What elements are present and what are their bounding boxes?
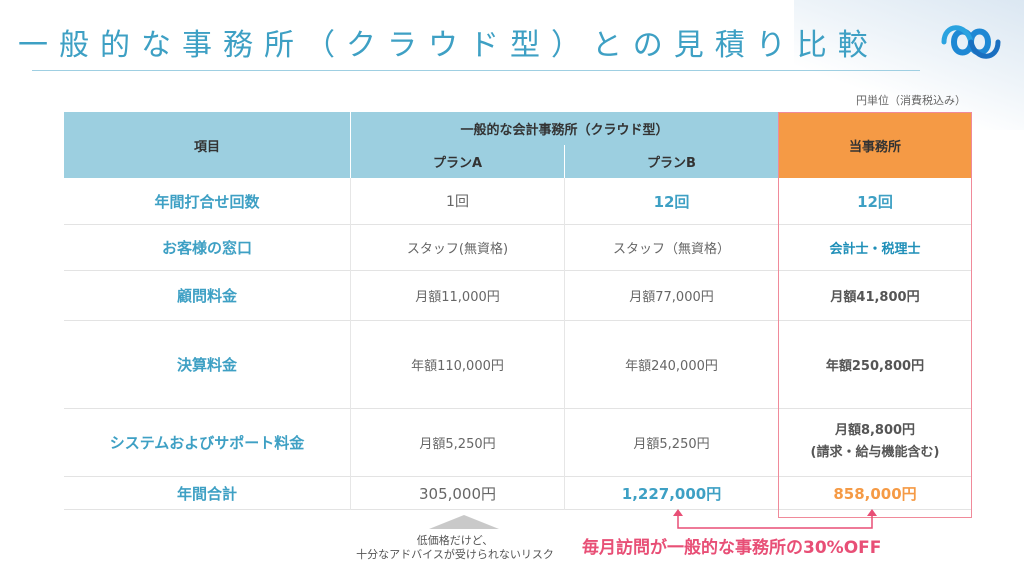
row-label-total: 年間合計 xyxy=(176,484,237,503)
comparison-bracket-icon xyxy=(673,509,877,529)
cell-plan-b: スタッフ（無資格） xyxy=(612,241,730,257)
header-item: 項目 xyxy=(64,112,350,178)
ours-fee-line: 月額8,800円 xyxy=(834,423,916,438)
cell-ours: 月額8,800円 (請求・給与機能含む) xyxy=(778,408,972,476)
promo-text: 毎月訪問が一般的な事務所の30%OFF xyxy=(582,538,882,558)
col-divider xyxy=(564,178,565,510)
risk-note-line1: 低価格だけど、 xyxy=(416,534,494,547)
risk-note: 低価格だけど、 十分なアドバイスが受けられないリスク xyxy=(330,534,580,562)
comparison-table: 項目 一般的な会計事務所（クラウド型） プランA プランB 当事務所 年間打合せ… xyxy=(64,112,972,518)
row-divider xyxy=(64,408,972,409)
row-divider xyxy=(64,509,972,510)
cell-plan-b: 年額240,000円 xyxy=(625,358,718,374)
cell-ours: 12回 xyxy=(857,192,893,211)
row-label: お客様の窓口 xyxy=(161,238,252,257)
row-divider xyxy=(64,320,972,321)
row-divider xyxy=(64,270,972,271)
cell-ours: 年額250,800円 xyxy=(825,358,925,374)
row-label: システムおよびサポート料金 xyxy=(109,433,305,452)
ours-highlight-frame xyxy=(778,112,972,518)
ours-fee-detail: (請求・給与機能含む) xyxy=(810,445,940,460)
row-label: 年間打合せ回数 xyxy=(154,192,260,211)
cell-ours: 月額41,800円 xyxy=(830,289,920,305)
header-group-cloud: 一般的な会計事務所（クラウド型） xyxy=(351,112,778,145)
cell-plan-b: 月額5,250円 xyxy=(633,436,710,452)
row-divider xyxy=(64,224,972,225)
total-plan-b: 1,227,000円 xyxy=(621,484,722,503)
cell-plan-b: 月額77,000円 xyxy=(629,289,714,305)
risk-note-line2: 十分なアドバイスが受けられないリスク xyxy=(356,548,554,561)
header-plan-a: プランA xyxy=(351,145,564,178)
col-divider xyxy=(350,178,351,510)
total-plan-a: 305,000円 xyxy=(418,484,497,503)
unit-note: 円単位（消費税込み） xyxy=(856,94,966,107)
page-title: 一般的な事務所（クラウド型）との見積り比較 xyxy=(18,28,879,63)
total-ours: 858,000円 xyxy=(833,484,917,503)
infinity-logo-icon xyxy=(941,25,1001,59)
row-label: 決算料金 xyxy=(176,355,237,374)
cell-plan-a: スタッフ(無資格) xyxy=(406,241,509,257)
cell-ours: 会計士・税理士 xyxy=(829,241,921,257)
row-label: 顧問料金 xyxy=(176,286,237,305)
cell-plan-b: 12回 xyxy=(653,192,690,211)
header-ours: 当事務所 xyxy=(778,112,972,178)
cell-plan-a: 1回 xyxy=(446,194,469,210)
cell-plan-a: 月額11,000円 xyxy=(415,289,500,305)
up-arrow-icon xyxy=(429,515,499,529)
header-plan-b: プランB xyxy=(565,145,778,178)
title-underline xyxy=(32,70,920,71)
cell-plan-a: 月額5,250円 xyxy=(419,436,496,452)
corner-decoration xyxy=(794,0,1024,130)
cell-plan-a: 年額110,000円 xyxy=(411,358,504,374)
row-divider xyxy=(64,476,972,477)
